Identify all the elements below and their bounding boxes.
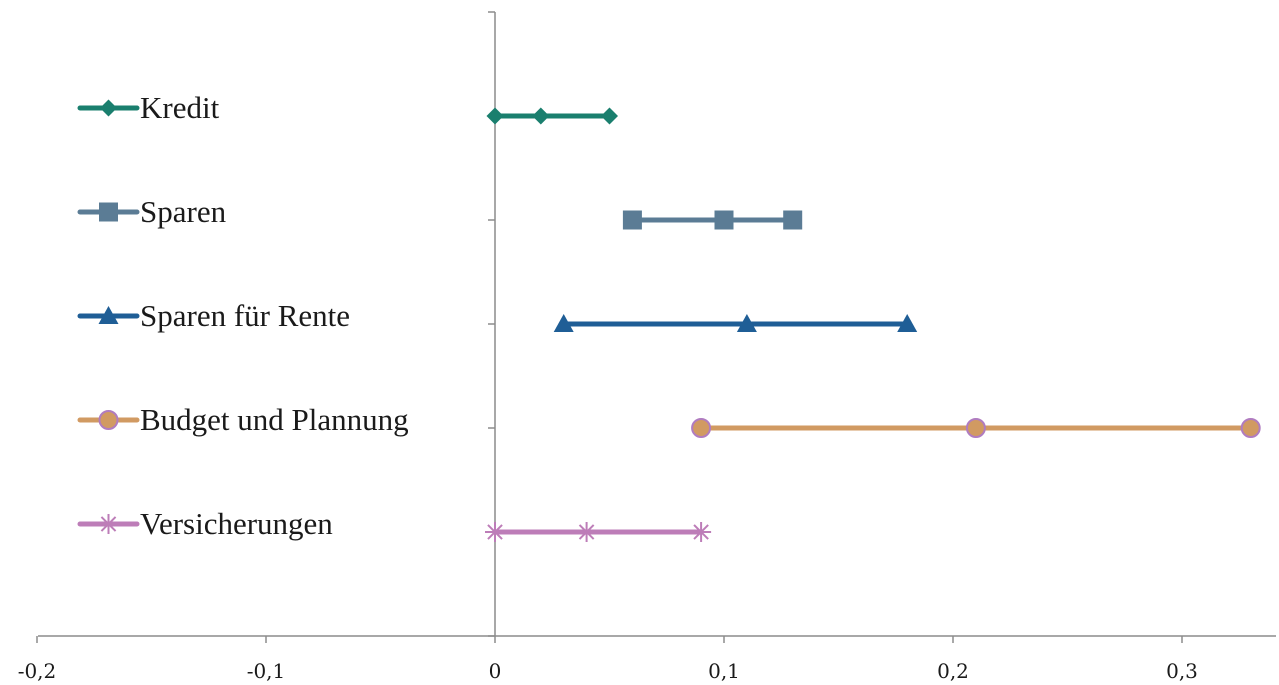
- legend-label: Versicherungen: [140, 506, 333, 541]
- legend-item-sparen: Sparen: [77, 194, 227, 229]
- x-tick-label: 0: [489, 659, 502, 683]
- data-point: [601, 107, 618, 125]
- series-layer: [485, 107, 1261, 542]
- x-tick-label: 0,1: [708, 659, 740, 683]
- series-budget-und-plannung: [691, 418, 1261, 438]
- data-point: [736, 314, 757, 332]
- legend-marker: [98, 306, 119, 324]
- legend-marker: [98, 514, 119, 534]
- data-point: [691, 418, 712, 438]
- data-point: [897, 314, 918, 332]
- legend-marker: [99, 202, 118, 222]
- data-point: [553, 314, 574, 332]
- data-point: [965, 418, 986, 438]
- x-tick-label: -0,1: [247, 659, 286, 683]
- legend-item-kredit: Kredit: [77, 90, 220, 125]
- x-axis-ticks: -0,2 -0,1 0 0,1 0,2 0,3: [18, 636, 1198, 683]
- legend-marker: [98, 410, 119, 430]
- x-tick-label: -0,2: [18, 659, 57, 683]
- legend-item-versicherungen: Versicherungen: [77, 506, 333, 541]
- data-point: [576, 522, 597, 542]
- legend-item-budget-und-plannung: Budget und Plannung: [77, 402, 409, 437]
- series-versicherungen: [485, 522, 712, 542]
- x-tick-label: 0,3: [1166, 659, 1198, 683]
- legend-label: Sparen: [140, 194, 227, 229]
- data-point: [783, 210, 803, 230]
- legend-label: Budget und Plannung: [140, 402, 409, 437]
- data-point: [532, 107, 550, 125]
- data-point: [1240, 418, 1261, 438]
- legend-label: Sparen für Rente: [140, 298, 350, 333]
- data-point: [714, 210, 734, 230]
- data-point: [485, 522, 505, 542]
- legend-label: Kredit: [140, 90, 220, 125]
- x-tick-label: 0,2: [937, 659, 969, 683]
- series-sparen-f-r-rente: [553, 314, 918, 332]
- series-kredit: [486, 107, 618, 125]
- data-point: [691, 522, 712, 542]
- y-axis-ticks: [488, 11, 495, 637]
- series-sparen: [622, 210, 803, 230]
- data-point: [486, 107, 504, 125]
- legend-marker: [100, 99, 117, 117]
- legend: Kredit Sparen Sparen für Rente Budget und P…: [77, 90, 409, 541]
- data-point: [622, 210, 642, 230]
- legend-item-sparen-f-r-rente: Sparen für Rente: [77, 298, 350, 333]
